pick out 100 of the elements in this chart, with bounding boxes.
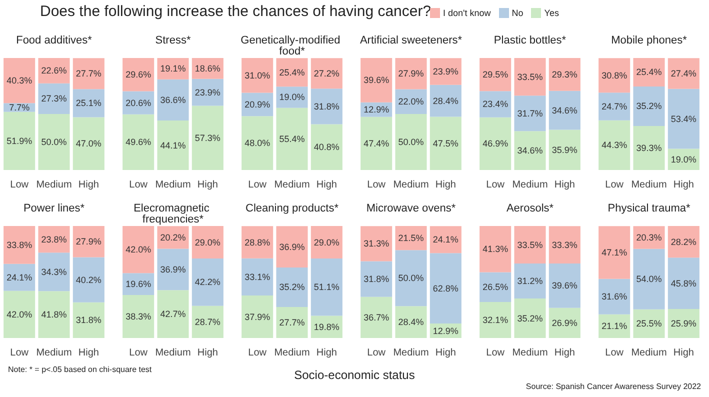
data-label: 29.5%: [482, 70, 508, 80]
data-label: 31.2%: [517, 276, 543, 286]
x-tick-label: Medium: [274, 180, 310, 190]
data-label: 45.8%: [670, 278, 696, 288]
x-tick-label: Low: [10, 348, 30, 358]
bar: [276, 86, 308, 108]
bar: [122, 114, 154, 170]
bar: [548, 263, 580, 308]
data-label: 12.9%: [364, 104, 390, 115]
data-label: 47.5%: [432, 138, 458, 148]
bar: [157, 58, 189, 80]
bar: [633, 226, 665, 249]
x-tick-label: Medium: [631, 348, 667, 358]
data-label: 36.7%: [364, 312, 390, 322]
bar: [242, 226, 274, 258]
bar: [242, 116, 274, 170]
bar: [72, 117, 104, 170]
legend-label: No: [512, 8, 524, 18]
data-label: 31.3%: [364, 238, 390, 249]
data-label: 27.4%: [670, 68, 696, 78]
bar: [514, 96, 546, 132]
data-label: 27.3%: [41, 94, 67, 104]
data-label: 31.8%: [364, 274, 390, 284]
bar: [360, 116, 392, 170]
data-label: 20.3%: [636, 232, 662, 242]
bar: [38, 114, 70, 170]
bar: [360, 58, 392, 102]
data-label: 23.9%: [194, 87, 220, 98]
x-tick-label: High: [197, 348, 218, 358]
bar: [514, 58, 546, 96]
data-label: 28.7%: [194, 316, 220, 327]
bar: [38, 291, 70, 338]
bar: [310, 88, 342, 124]
bar: [548, 90, 580, 130]
data-label: 19.6%: [126, 279, 152, 290]
data-label: 34.6%: [552, 105, 578, 116]
x-tick-label: High: [197, 180, 218, 190]
bar: [598, 226, 630, 279]
bar: [548, 130, 580, 170]
bar: [157, 120, 189, 170]
data-label: 29.3%: [552, 69, 578, 80]
data-label: 25.4%: [279, 67, 305, 78]
data-label: 26.5%: [482, 282, 508, 292]
data-label: 32.1%: [482, 315, 508, 326]
data-label: 51.9%: [6, 136, 32, 146]
data-label: 50.0%: [398, 136, 424, 147]
data-label: 23.8%: [41, 234, 67, 244]
x-tick-label: Medium: [393, 180, 429, 190]
bar: [4, 226, 36, 264]
bar: [480, 58, 512, 92]
data-label: 35.9%: [552, 144, 578, 155]
chart-title: Aerosols*: [506, 202, 554, 214]
bar: [242, 258, 274, 296]
chart-title: Mobile phones*: [611, 34, 688, 46]
bar: [122, 295, 154, 338]
x-tick-label: Low: [367, 180, 386, 190]
bar: [72, 89, 104, 118]
bar: [122, 58, 154, 92]
data-label: 19.0%: [279, 92, 305, 102]
x-tick-label: Medium: [36, 348, 72, 358]
bar: [548, 58, 580, 91]
bar: [395, 226, 427, 250]
x-tick-label: Low: [248, 348, 268, 358]
data-label: 39.6%: [364, 75, 390, 86]
data-label: 34.6%: [517, 146, 543, 156]
bar: [633, 126, 665, 170]
bar: [395, 306, 427, 338]
data-label: 21.5%: [398, 233, 424, 244]
bar: [360, 226, 392, 262]
bar: [192, 226, 224, 259]
bar: [598, 278, 630, 314]
data-label: 50.0%: [398, 273, 424, 284]
x-tick-label: Low: [486, 180, 506, 190]
data-label: 27.9%: [76, 236, 102, 247]
data-label: 23.9%: [432, 66, 458, 77]
x-tick-label: Medium: [512, 348, 548, 358]
bar: [480, 272, 512, 302]
bar: [633, 248, 665, 310]
data-label: 53.4%: [670, 114, 696, 124]
data-label: 24.1%: [432, 234, 458, 245]
data-label: 28.2%: [670, 236, 696, 247]
data-label: 22.0%: [398, 96, 424, 107]
data-label: 36.6%: [160, 94, 186, 105]
bar: [668, 226, 700, 258]
bar: [480, 117, 512, 170]
data-label: 50.0%: [41, 136, 67, 147]
bar: [480, 91, 512, 118]
bar: [38, 58, 70, 84]
data-label: 55.4%: [279, 134, 305, 144]
data-label: 20.9%: [244, 99, 270, 110]
data-label: 36.9%: [160, 264, 186, 274]
bar: [668, 58, 700, 89]
bar: [157, 248, 189, 290]
data-label: 46.9%: [482, 138, 508, 149]
data-label: 48.0%: [244, 138, 270, 148]
data-label: 29.6%: [126, 70, 152, 80]
bar: [72, 58, 104, 90]
bar: [668, 258, 700, 309]
bar: [310, 58, 342, 89]
bar: [72, 302, 104, 338]
